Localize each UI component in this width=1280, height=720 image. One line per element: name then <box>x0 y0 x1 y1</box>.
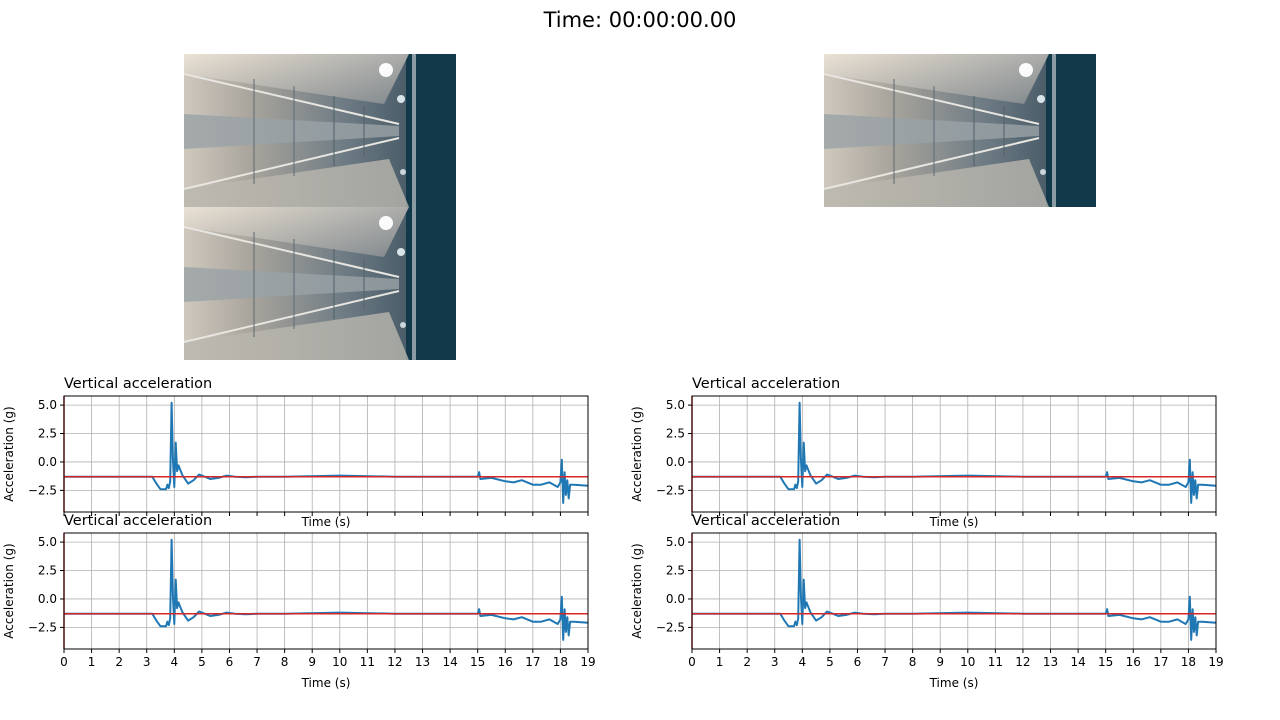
y-tick-label: 5.0 <box>666 398 685 412</box>
acceleration-line <box>692 538 1217 641</box>
y-tick-label: −2.5 <box>28 483 57 497</box>
plot-frame <box>691 395 1217 513</box>
video-frame-top-right <box>824 54 1096 207</box>
x-tick-label: 3 <box>771 655 779 669</box>
y-tick-label: 0.0 <box>38 455 57 469</box>
video-frame-bottom-left <box>184 207 456 360</box>
chart-panel-2: 5.0 2.5 0.0 −2.5 Vertical acceleration Time (… <box>630 376 1217 529</box>
y-axis-label: Acceleration (g) <box>2 406 16 501</box>
x-tick-label: 14 <box>1070 655 1085 669</box>
x-axis-label: Time (s) <box>301 515 351 529</box>
x-tick-label: 6 <box>226 655 234 669</box>
x-tick-label: 10 <box>960 655 975 669</box>
chart-panel-4: 0 1 2 3 4 5 6 7 8 9 10 11 12 13 14 15 16 17 18 195.02.50.0−… <box>630 513 1224 690</box>
x-tick-label: 4 <box>798 655 806 669</box>
x-axis-label: Time (s) <box>929 515 979 529</box>
x-tick-label: 4 <box>170 655 178 669</box>
acceleration-line <box>692 401 1217 504</box>
x-tick-label: 13 <box>415 655 430 669</box>
plot-frame <box>63 395 589 513</box>
x-tick-label: 15 <box>470 655 485 669</box>
x-tick-label: 18 <box>553 655 568 669</box>
acceleration-line <box>64 401 589 504</box>
y-tick-label: 5.0 <box>38 398 57 412</box>
x-tick-label: 17 <box>1153 655 1168 669</box>
y-tick-label: 2.5 <box>38 564 57 578</box>
x-tick-label: 16 <box>1126 655 1141 669</box>
y-axis-label: Acceleration (g) <box>2 543 16 638</box>
x-tick-label: 5 <box>198 655 206 669</box>
x-tick-label: 1 <box>88 655 96 669</box>
x-tick-label: 6 <box>854 655 862 669</box>
chart-title: Vertical acceleration <box>64 376 212 392</box>
x-tick-label: 7 <box>253 655 261 669</box>
x-tick-label: 0 <box>688 655 696 669</box>
x-tick-label: 9 <box>936 655 944 669</box>
x-tick-label: 18 <box>1181 655 1196 669</box>
plot-frame <box>691 532 1217 650</box>
y-tick-label: 0.0 <box>666 592 685 606</box>
y-tick-label: 2.5 <box>666 564 685 578</box>
y-tick-label: 2.5 <box>666 427 685 441</box>
chart-title: Vertical acceleration <box>692 376 840 392</box>
plot-frame <box>63 532 589 650</box>
x-tick-label: 8 <box>909 655 917 669</box>
x-tick-label: 12 <box>1015 655 1030 669</box>
x-tick-label: 10 <box>332 655 347 669</box>
chart-title: Vertical acceleration <box>64 513 212 529</box>
x-tick-label: 15 <box>1098 655 1113 669</box>
x-tick-label: 13 <box>1043 655 1058 669</box>
x-tick-label: 19 <box>580 655 595 669</box>
y-tick-label: −2.5 <box>656 620 685 634</box>
x-tick-label: 11 <box>988 655 1003 669</box>
acceleration-line <box>64 538 589 641</box>
x-tick-label: 1 <box>716 655 724 669</box>
x-axis-label: Time (s) <box>929 676 979 690</box>
y-tick-label: 5.0 <box>666 535 685 549</box>
y-tick-label: 0.0 <box>38 592 57 606</box>
x-tick-label: 19 <box>1208 655 1223 669</box>
x-tick-label: 17 <box>525 655 540 669</box>
video-frame-top-left <box>184 54 456 207</box>
x-tick-label: 3 <box>143 655 151 669</box>
chart-title: Vertical acceleration <box>692 513 840 529</box>
y-axis-label: Acceleration (g) <box>630 406 644 501</box>
chart-panel-3: 0 1 2 3 4 5 6 7 8 9 10 11 12 13 14 15 16 17 18 195.02.50.0−… <box>2 513 596 690</box>
x-tick-label: 5 <box>826 655 834 669</box>
time-readout: Time: 00:00:00.00 <box>543 8 737 32</box>
x-tick-label: 16 <box>498 655 513 669</box>
x-tick-label: 2 <box>743 655 751 669</box>
x-tick-label: 12 <box>387 655 402 669</box>
y-tick-label: −2.5 <box>28 620 57 634</box>
x-tick-label: 7 <box>881 655 889 669</box>
chart-panel-1: 5.0 2.5 0.0 −2.5 Vertical acceleration Time (… <box>2 376 589 529</box>
y-tick-label: −2.5 <box>656 483 685 497</box>
x-tick-label: 11 <box>360 655 375 669</box>
x-tick-label: 9 <box>308 655 316 669</box>
y-tick-label: 0.0 <box>666 455 685 469</box>
y-tick-label: 5.0 <box>38 535 57 549</box>
x-axis-label: Time (s) <box>301 676 351 690</box>
y-tick-label: 2.5 <box>38 427 57 441</box>
y-axis-label: Acceleration (g) <box>630 543 644 638</box>
x-tick-label: 8 <box>281 655 289 669</box>
x-tick-label: 0 <box>60 655 68 669</box>
x-tick-label: 2 <box>115 655 123 669</box>
x-tick-label: 14 <box>442 655 457 669</box>
